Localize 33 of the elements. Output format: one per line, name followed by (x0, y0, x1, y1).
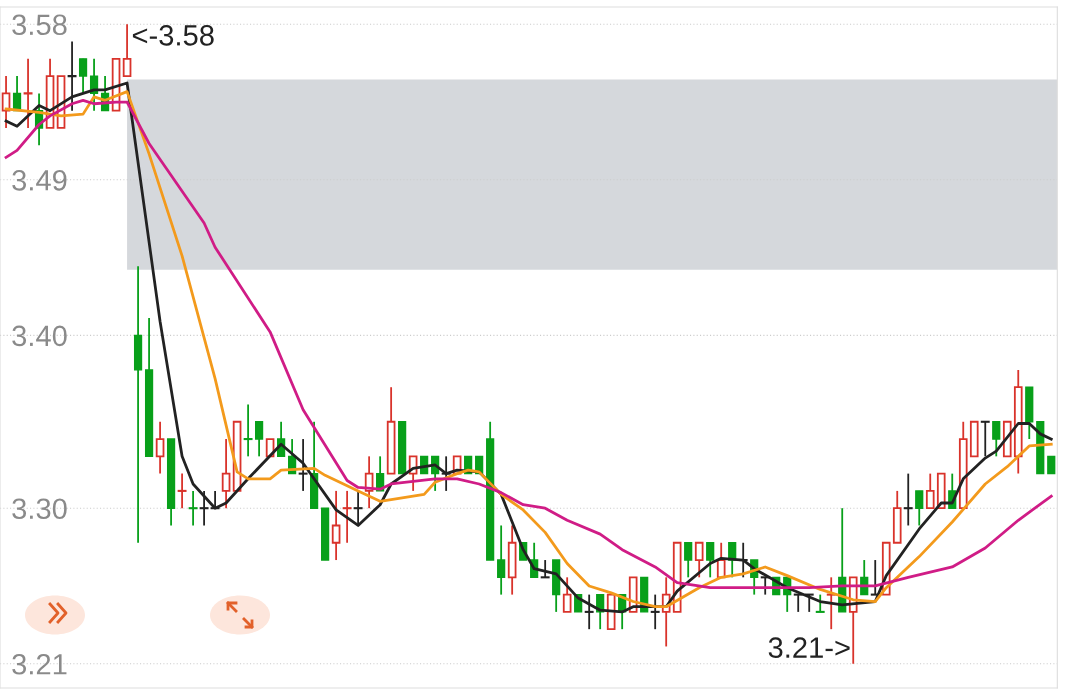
candlestick (925, 472, 935, 510)
candlestick (23, 57, 33, 129)
candlestick (903, 472, 913, 527)
candlestick (122, 23, 132, 78)
candlestick (706, 541, 715, 579)
candlestick (254, 420, 264, 458)
candlestick (298, 438, 308, 492)
candlestick (497, 524, 506, 596)
candlestick (199, 490, 209, 527)
annotation: <-3.58 (132, 25, 214, 46)
candlestick (342, 490, 352, 544)
candlestick (992, 420, 1001, 458)
candlestick (243, 403, 253, 458)
annotation: 3.21-> (768, 637, 850, 658)
candlestick (826, 576, 836, 631)
candlestick (221, 438, 231, 510)
candlestick (684, 541, 693, 579)
candlestick (980, 420, 990, 458)
candlestick (562, 576, 572, 613)
candlestick (915, 490, 924, 527)
candlestick (1, 75, 11, 129)
y-tick-label: 3.40 (12, 325, 67, 347)
candlestick (78, 57, 88, 95)
candlestick (177, 472, 187, 510)
candlestick (331, 490, 341, 561)
y-tick-label: 3.21 (12, 653, 67, 675)
candlestick (694, 541, 704, 579)
candlestick (155, 420, 165, 475)
y-tick-label: 3.49 (12, 170, 67, 191)
candlestick (650, 593, 660, 631)
y-tick-label: 3.58 (12, 14, 67, 36)
y-tick-label: 3.30 (12, 498, 67, 520)
candlestick (188, 490, 198, 527)
